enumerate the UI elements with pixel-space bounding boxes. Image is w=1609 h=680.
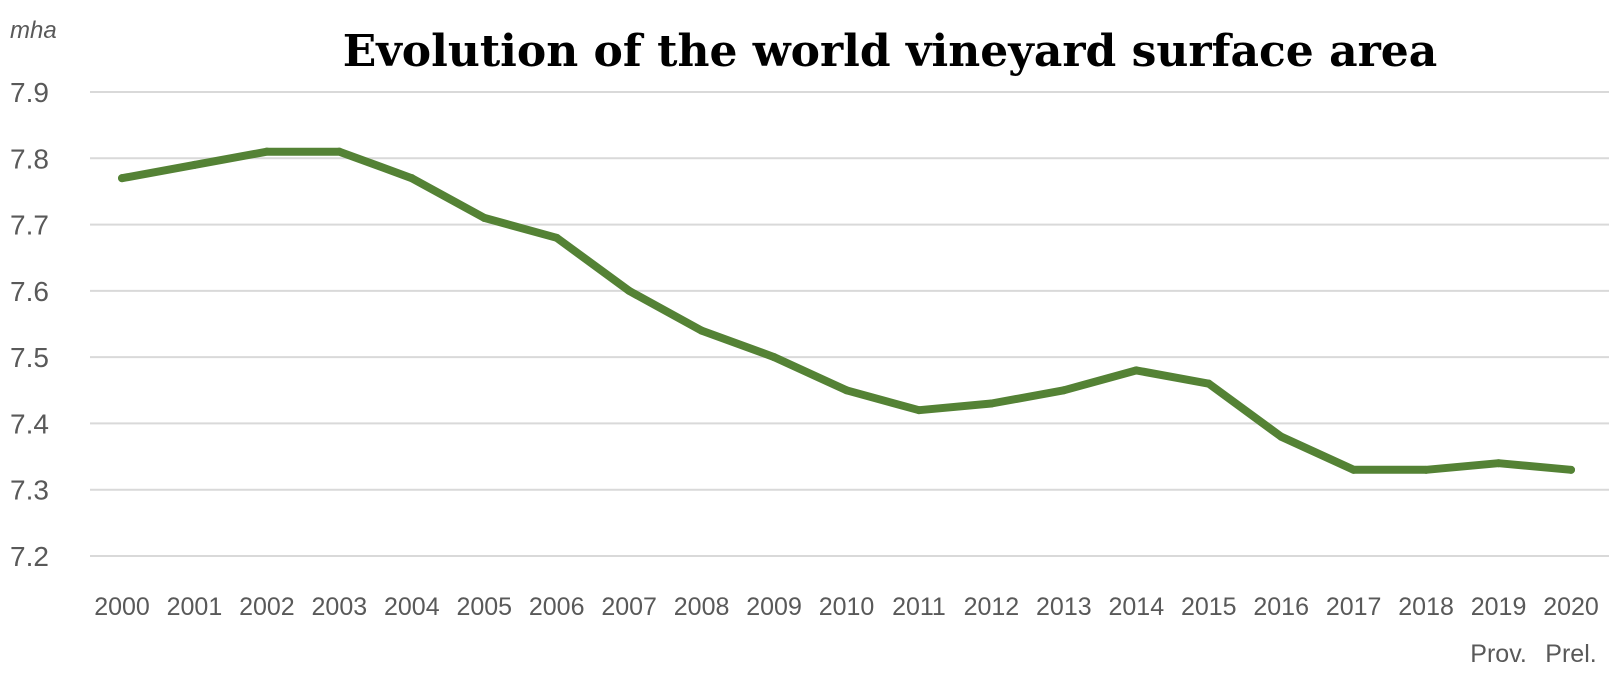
x-tick-label: 2004 bbox=[384, 593, 440, 621]
x-tick-label: 2009 bbox=[746, 593, 802, 621]
x-tick-label: 2002 bbox=[239, 593, 295, 621]
data-point bbox=[262, 147, 271, 156]
x-tick-label: 2003 bbox=[312, 593, 368, 621]
x-tick-label: 2016 bbox=[1253, 593, 1309, 621]
x-axis-notes: Prov. Prel. bbox=[1470, 640, 1596, 668]
x-tick-label: 2014 bbox=[1108, 593, 1164, 621]
data-point bbox=[770, 353, 779, 362]
y-tick-label: 7.3 bbox=[10, 475, 49, 506]
series-line bbox=[118, 147, 1575, 474]
x-tick-label: 2008 bbox=[674, 593, 730, 621]
y-tick-label: 7.2 bbox=[10, 541, 49, 572]
x-tick-label: 2006 bbox=[529, 593, 585, 621]
y-tick-label: 7.8 bbox=[10, 143, 49, 174]
y-axis-unit-label: mha bbox=[10, 17, 57, 44]
data-point bbox=[552, 233, 561, 242]
x-axis-ticks: 2000 2001 2002 2003 2004 2005 2006 2007 2008 2009… bbox=[94, 593, 1599, 621]
data-point bbox=[1349, 465, 1358, 474]
x-tick-label: 2015 bbox=[1181, 593, 1237, 621]
y-tick-label: 7.7 bbox=[10, 210, 49, 241]
data-point bbox=[190, 160, 199, 169]
x-tick-note: Prov. bbox=[1470, 640, 1527, 668]
data-point bbox=[697, 326, 706, 335]
data-point bbox=[1059, 386, 1068, 395]
x-tick-label: 2013 bbox=[1036, 593, 1092, 621]
x-tick-label: 2007 bbox=[601, 593, 657, 621]
gridlines bbox=[90, 91, 1609, 557]
y-tick-label: 7.4 bbox=[10, 408, 49, 439]
data-point bbox=[1204, 379, 1213, 388]
y-tick-label: 7.5 bbox=[10, 342, 49, 373]
data-point bbox=[1422, 465, 1431, 474]
data-point bbox=[1132, 366, 1141, 375]
x-tick-label: 2018 bbox=[1398, 593, 1454, 621]
y-tick-label: 7.6 bbox=[10, 276, 49, 307]
chart-title: Evolution of the world vineyard surface … bbox=[343, 26, 1438, 77]
x-tick-label: 2017 bbox=[1326, 593, 1382, 621]
data-point bbox=[625, 286, 634, 295]
x-tick-note: Prel. bbox=[1545, 640, 1596, 668]
x-tick-label: 2010 bbox=[819, 593, 875, 621]
data-point bbox=[1567, 465, 1575, 474]
data-point bbox=[480, 213, 489, 222]
x-tick-label: 2000 bbox=[94, 593, 150, 621]
x-tick-label: 2020 bbox=[1543, 593, 1599, 621]
x-tick-label: 2012 bbox=[964, 593, 1020, 621]
data-point bbox=[842, 386, 851, 395]
x-tick-label: 2011 bbox=[892, 593, 946, 621]
y-axis-ticks: 7.2 7.3 7.4 7.5 7.6 7.7 7.8 7.9 bbox=[10, 77, 49, 572]
data-point bbox=[407, 174, 416, 183]
y-tick-label: 7.9 bbox=[10, 77, 49, 108]
data-point bbox=[335, 147, 344, 156]
x-tick-label: 2005 bbox=[456, 593, 512, 621]
data-point bbox=[1494, 459, 1503, 468]
data-point bbox=[118, 174, 126, 183]
x-tick-label: 2019 bbox=[1471, 593, 1527, 621]
data-point bbox=[987, 399, 996, 408]
x-tick-label: 2001 bbox=[167, 593, 223, 621]
series-layer bbox=[118, 147, 1575, 474]
data-point bbox=[914, 406, 923, 415]
data-point bbox=[1277, 432, 1286, 441]
